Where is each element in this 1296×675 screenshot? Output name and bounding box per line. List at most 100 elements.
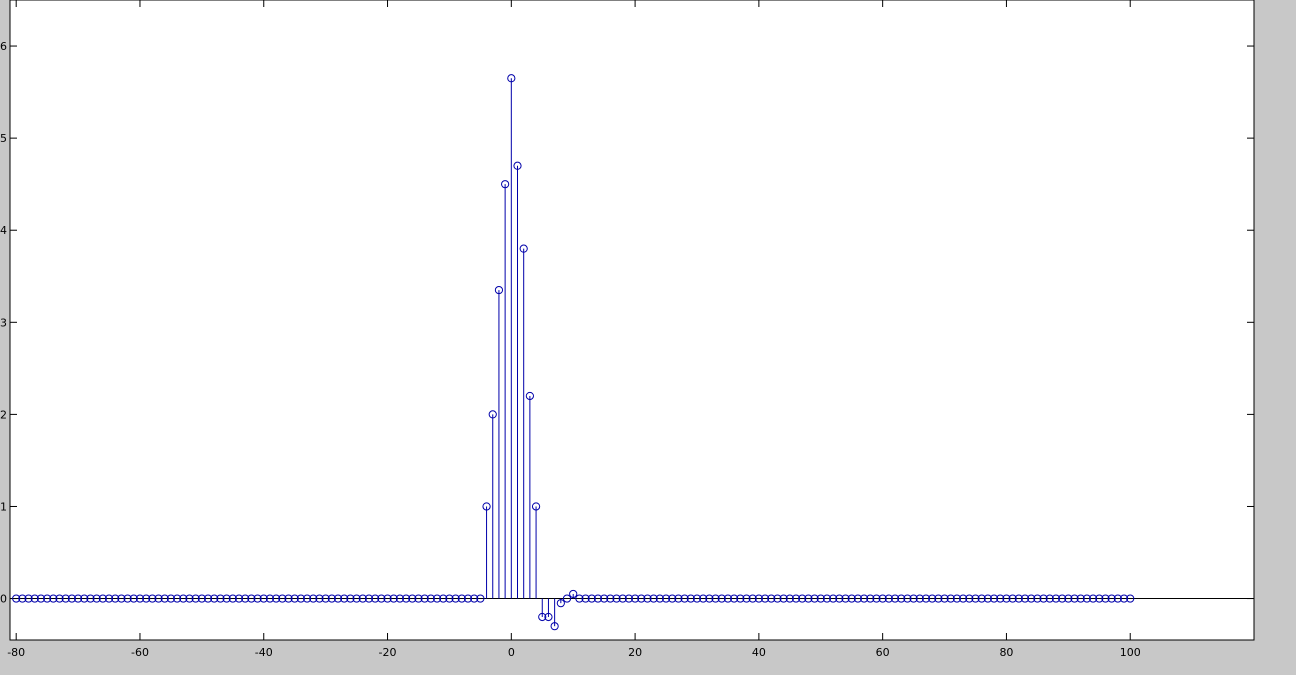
stem-marker (1027, 594, 1036, 603)
stem-marker (73, 594, 83, 603)
stem-marker (853, 594, 863, 603)
stem-marker (482, 502, 491, 511)
stem-marker (395, 594, 405, 603)
stem-marker (531, 502, 541, 511)
stem-marker (30, 594, 39, 603)
stem-marker (290, 594, 299, 603)
stem-marker (835, 594, 844, 603)
stem-marker (785, 594, 794, 603)
stem-marker (43, 594, 52, 603)
stem-marker (117, 594, 126, 603)
stem-marker (104, 594, 114, 603)
stem-marker (439, 594, 448, 603)
stem-marker (18, 594, 27, 603)
stem-marker (210, 594, 219, 603)
stem-marker (426, 594, 435, 603)
stem-marker (191, 594, 200, 603)
stem-marker (742, 594, 751, 603)
stem-marker (111, 594, 120, 603)
stem-marker (123, 594, 132, 603)
stem-marker (1020, 594, 1030, 603)
stem-marker (278, 594, 287, 603)
stem-marker (24, 594, 33, 603)
stem-marker (1014, 594, 1023, 603)
y-tick-label: 4 (0, 224, 7, 237)
stem-marker (333, 594, 343, 603)
stem-marker (989, 594, 999, 603)
x-tick-label: -20 (379, 646, 397, 659)
stem-marker (1058, 594, 1067, 603)
stem-marker (327, 594, 336, 603)
stem-marker (1002, 594, 1011, 603)
stem-marker (86, 594, 95, 603)
stem-marker (804, 594, 813, 603)
x-tick-label: -60 (131, 646, 149, 659)
stem-marker (593, 594, 603, 603)
stem-marker (600, 594, 609, 603)
stem-marker (364, 594, 374, 603)
axis-ticks (10, 0, 1254, 640)
stem-marker (822, 594, 832, 603)
stem-marker (959, 594, 968, 603)
stem-marker (859, 594, 869, 603)
stem-marker (352, 594, 361, 603)
stem-marker (148, 594, 157, 603)
stem-marker (909, 594, 918, 603)
stem-marker (129, 594, 138, 603)
stem-marker (80, 594, 89, 603)
x-tick-label: 40 (752, 646, 766, 659)
y-tick-label: 2 (0, 408, 7, 421)
stem-marker (736, 594, 745, 603)
stem-marker (222, 594, 231, 603)
y-tick-label: 6 (0, 40, 7, 53)
stem-marker (637, 594, 646, 603)
stem-marker (340, 594, 349, 603)
stem-marker (185, 594, 194, 603)
stem-marker (414, 594, 423, 603)
stem-marker (1095, 594, 1104, 603)
stem-marker (203, 594, 213, 603)
stem-marker (1126, 594, 1135, 603)
stem-marker (1082, 594, 1091, 603)
stem-marker (507, 74, 516, 83)
stem-marker (173, 594, 182, 603)
stem-marker (154, 594, 163, 603)
stem-marker (470, 594, 479, 603)
stem-marker (519, 244, 528, 253)
stem-marker (791, 594, 801, 603)
x-tick-label: -40 (255, 646, 273, 659)
stem-marker (717, 594, 726, 603)
y-tick-label: 3 (0, 316, 7, 329)
stem-marker (383, 594, 392, 603)
stem-marker (358, 594, 367, 603)
stem-marker (581, 594, 590, 603)
stem-marker (668, 594, 677, 603)
stem-marker (971, 594, 980, 603)
markers (12, 74, 1135, 631)
stem-marker (661, 594, 671, 603)
stem-marker (247, 594, 256, 603)
stem-marker (1088, 594, 1098, 603)
stem-marker (445, 594, 454, 603)
stem-marker (420, 594, 429, 603)
stem-marker (649, 594, 658, 603)
stem-marker (983, 594, 992, 603)
stem-marker (686, 594, 695, 603)
stem-marker (921, 594, 931, 603)
stem-marker (234, 594, 244, 603)
stem-marker (284, 594, 293, 603)
stem-marker (525, 391, 534, 401)
stem-marker (476, 594, 485, 603)
stem-marker (166, 594, 176, 603)
stem-marker (903, 594, 912, 603)
stem-marker (457, 594, 466, 603)
stem-marker (730, 594, 739, 603)
stem-marker (841, 594, 850, 603)
stem-marker (872, 594, 881, 603)
stem-marker (1008, 594, 1017, 603)
stem-marker (798, 594, 807, 603)
stems (486, 78, 574, 627)
stem-marker (321, 594, 330, 603)
stem-marker (884, 594, 893, 603)
